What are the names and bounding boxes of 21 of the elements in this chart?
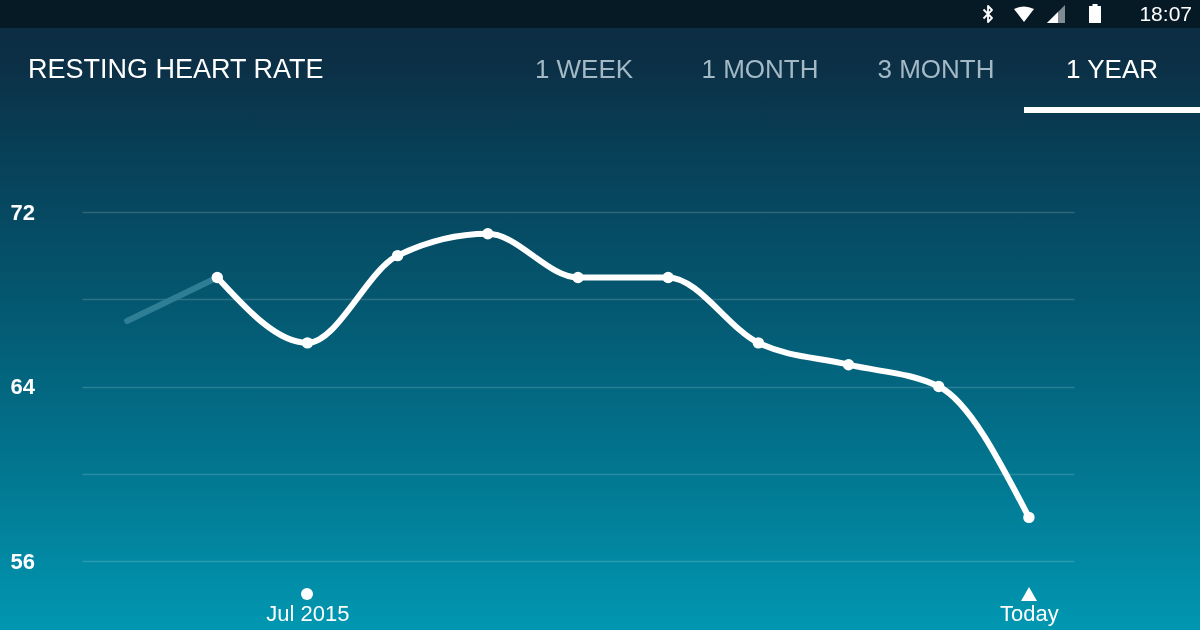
point: [842, 359, 855, 371]
y-tick-label: 56: [10, 548, 35, 574]
x-tick-label: Today: [1000, 600, 1059, 626]
point: [211, 271, 223, 284]
point: [301, 337, 314, 349]
y-tick-label: 64: [10, 374, 36, 399]
time-range-tab[interactable]: 1 YEAR: [1024, 54, 1200, 84]
point: [482, 228, 494, 240]
time-range-tab[interactable]: 1 WEEK: [496, 54, 672, 84]
x-tick-label: Jul 2015: [266, 600, 350, 626]
time-range-tab[interactable]: 3 MONTH: [848, 54, 1024, 84]
point: [572, 271, 584, 284]
y-tick-label: 72: [10, 199, 35, 225]
point: [391, 249, 404, 262]
point: [662, 271, 674, 284]
point: [1023, 511, 1035, 524]
chart-title: RESTING HEART RATE: [28, 54, 324, 84]
point: [752, 337, 765, 349]
time-range-tab[interactable]: 1 MONTH: [672, 54, 848, 84]
text: 18:07: [1139, 2, 1192, 26]
point: [933, 380, 945, 393]
